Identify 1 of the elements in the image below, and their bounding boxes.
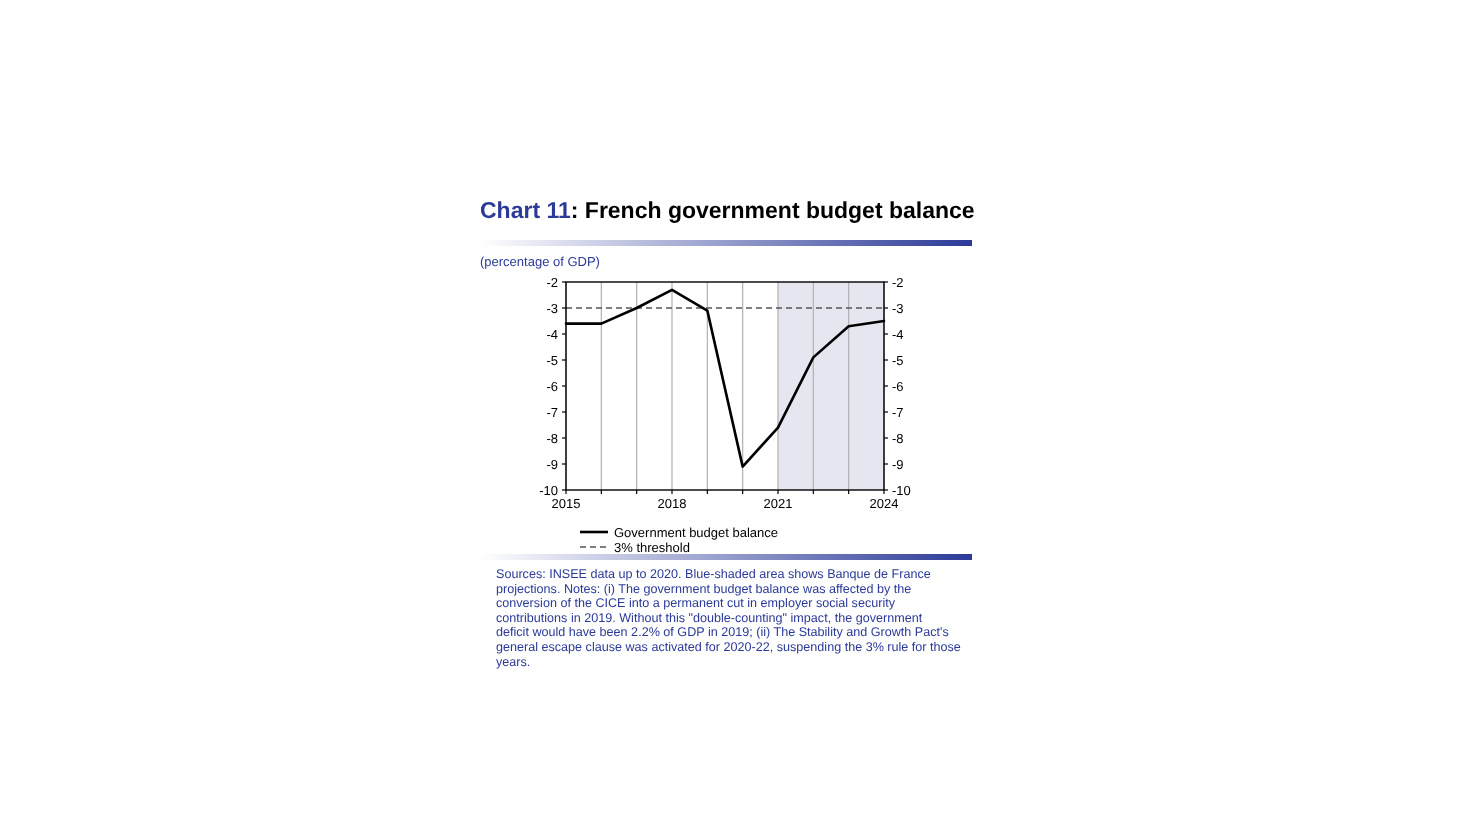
chart-title: Chart 11: French government budget balance — [480, 200, 975, 224]
